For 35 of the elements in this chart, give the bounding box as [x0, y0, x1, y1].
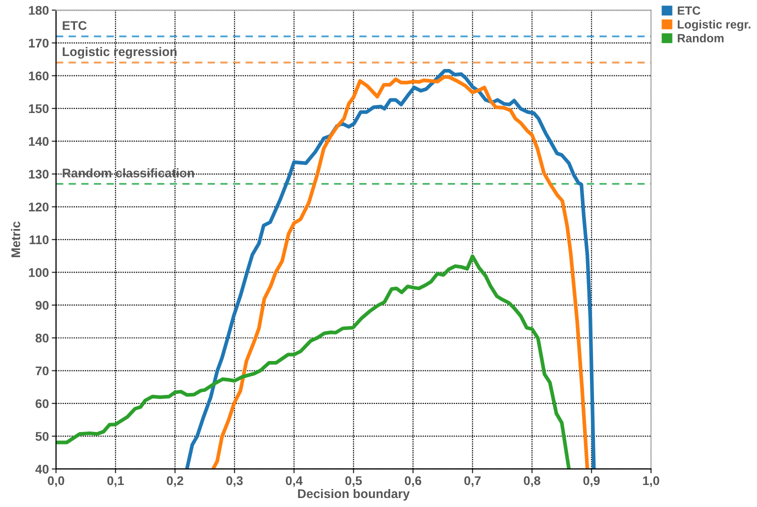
x-tick-label: 0,3 [226, 476, 243, 487]
x-tick-label: 0,1 [107, 476, 124, 487]
legend-label: ETC [678, 6, 700, 15]
y-tick-label: 40 [35, 464, 49, 474]
x-tick-label: 0,9 [583, 476, 600, 487]
legend-label: Random [678, 34, 724, 42]
y-tick-label: 50 [36, 432, 49, 441]
y-tick-label: 110 [30, 235, 49, 244]
y-tick-label: 140 [29, 137, 49, 146]
y-tick-label: 80 [36, 334, 49, 343]
x-tick-label: 0,2 [166, 476, 184, 487]
ref-line-label: Logistic regression [62, 46, 176, 59]
x-tick-label: 0,0 [48, 476, 64, 487]
ref-line-label: Random classification [62, 168, 194, 178]
x-tick-label: 1,0 [643, 476, 660, 487]
x-axis-title: Decision boundary [298, 488, 410, 501]
line-series [56, 254, 571, 469]
y-tick-label: 120 [29, 202, 49, 212]
y-tick-label: 90 [36, 300, 49, 310]
y-tick-label: 160 [29, 71, 49, 80]
y-tick-label: 150 [29, 104, 49, 114]
y-tick-label: 170 [29, 38, 49, 48]
x-tick-label: 0,6 [404, 476, 422, 487]
y-tick-label: 60 [36, 399, 49, 408]
legend-label: Logistic regr. [678, 20, 750, 31]
x-tick-label: 0,8 [524, 476, 540, 487]
x-tick-label: 0,7 [464, 476, 481, 487]
y-tick-label: 130 [29, 170, 49, 179]
ref-line-label: ETC [62, 21, 87, 30]
x-tick-label: 0,4 [286, 476, 303, 487]
y-tick-label: 70 [36, 366, 49, 376]
y-axis-title: Metric [11, 222, 20, 258]
x-tick-label: 0,5 [345, 476, 362, 487]
y-tick-label: 180 [29, 6, 49, 15]
y-tick-label: 100 [29, 268, 49, 277]
